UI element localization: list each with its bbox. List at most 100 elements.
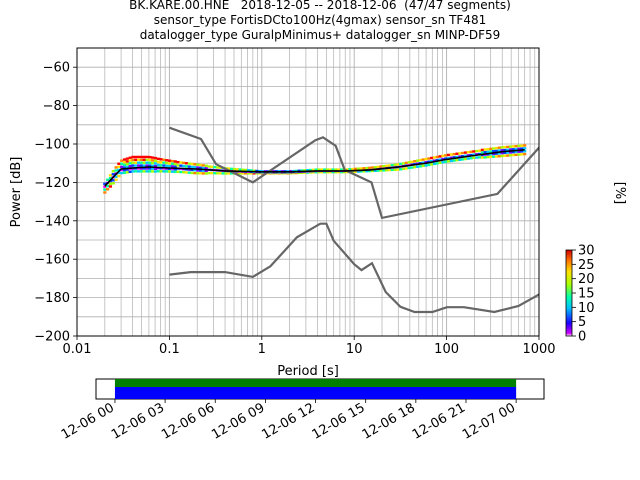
density-cell	[517, 153, 521, 156]
density-cell	[145, 170, 149, 173]
density-cell	[168, 164, 172, 168]
density-cell	[117, 174, 121, 178]
low-noise-model-curve	[169, 222, 539, 314]
density-cell	[404, 161, 408, 165]
density-cell	[128, 170, 132, 174]
density-cell	[122, 160, 127, 164]
density-cell	[520, 147, 524, 150]
density-cell	[139, 158, 144, 162]
density-cell	[497, 152, 501, 155]
density-cell	[125, 160, 129, 163]
density-cell	[142, 161, 146, 164]
colorbar-tick-label: 5	[578, 315, 586, 330]
density-cell	[337, 170, 341, 174]
density-cell	[382, 169, 386, 172]
density-cell	[103, 188, 107, 191]
density-cell	[379, 169, 383, 172]
density-cell	[193, 171, 197, 175]
coverage-tick-label: 12-06 03	[109, 400, 167, 442]
density-cell	[463, 157, 468, 161]
density-cell	[182, 161, 186, 165]
coverage-bars	[114, 379, 517, 399]
density-cell	[148, 170, 152, 173]
density-cell	[365, 166, 369, 170]
density-cell	[401, 162, 406, 165]
density-cell	[506, 154, 510, 157]
density-cell	[354, 167, 358, 171]
density-cell	[184, 162, 189, 165]
density-cell	[435, 155, 439, 159]
density-cell	[438, 158, 442, 161]
chart-title-line-1: BK.KARE.00.HNE 2018-12-05 -- 2018-12-06 …	[129, 0, 511, 12]
density-cell	[514, 153, 518, 157]
density-cell	[418, 165, 423, 168]
density-cell	[455, 152, 459, 155]
y-tick-label: −120	[34, 176, 70, 191]
density-cell	[486, 147, 490, 151]
density-cell	[407, 161, 411, 164]
density-cell	[187, 168, 191, 171]
density-cell	[430, 159, 434, 163]
density-cell	[215, 166, 220, 169]
density-cell	[303, 169, 307, 172]
density-cell	[424, 161, 428, 164]
density-cell	[455, 155, 459, 159]
density-cell	[170, 170, 175, 173]
density-cell	[472, 150, 476, 153]
density-cell	[461, 154, 465, 158]
density-cell	[463, 151, 468, 154]
density-cell	[224, 172, 228, 175]
density-cell	[472, 156, 476, 160]
density-cell	[235, 172, 239, 175]
density-cell	[103, 182, 107, 186]
density-cell	[379, 165, 383, 168]
density-cell	[114, 175, 118, 178]
coverage-tick-label: 12-06 12	[259, 400, 317, 442]
density-cell	[461, 151, 465, 155]
density-cell	[517, 150, 521, 153]
density-cell	[134, 161, 138, 164]
density-cell	[193, 166, 197, 169]
density-cell	[165, 164, 169, 168]
density-cell	[472, 153, 476, 156]
density-cell	[151, 159, 155, 162]
density-cell	[156, 160, 160, 164]
density-cell	[148, 167, 152, 170]
density-cell	[418, 158, 423, 162]
density-cell	[199, 163, 203, 167]
density-cell	[159, 158, 163, 161]
density-cell	[153, 170, 158, 173]
density-cell	[148, 158, 152, 162]
y-axis-label: Power [dB]	[9, 157, 24, 228]
density-cell	[204, 164, 208, 167]
density-cell	[469, 157, 473, 160]
density-cell	[331, 168, 335, 171]
density-cell	[106, 178, 110, 181]
density-cell	[461, 158, 465, 161]
density-cell	[348, 168, 352, 171]
density-cell	[508, 145, 513, 148]
density-cell	[168, 170, 172, 173]
density-cell	[373, 166, 377, 169]
density-cell	[241, 172, 245, 175]
density-cell	[483, 156, 487, 159]
density-cell	[173, 162, 177, 166]
density-cell	[137, 170, 141, 173]
density-cell	[137, 161, 141, 164]
colorbar	[565, 249, 573, 337]
density-cell	[134, 155, 138, 159]
density-cell	[148, 161, 152, 165]
density-cell	[139, 170, 144, 173]
density-cell	[514, 147, 518, 151]
density-cell	[117, 168, 121, 172]
coverage-bar-blue	[114, 387, 517, 399]
density-cell	[120, 171, 124, 175]
density-cell	[238, 168, 242, 171]
density-cell	[151, 170, 155, 173]
density-cell	[252, 172, 256, 175]
density-cell	[520, 153, 524, 156]
density-cell	[517, 147, 521, 151]
density-cell	[142, 155, 146, 159]
density-cell	[125, 168, 129, 171]
